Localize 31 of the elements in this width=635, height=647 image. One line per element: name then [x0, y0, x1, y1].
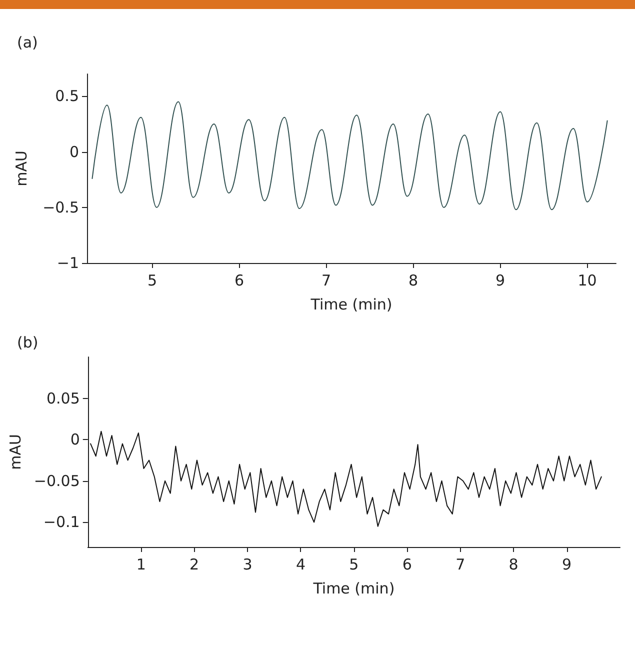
y-axis-title: mAU — [12, 150, 30, 186]
y-tick-label: −1 — [56, 254, 79, 272]
y-tick-label: 0 — [69, 142, 79, 161]
x-tick-label: 10 — [578, 272, 597, 290]
chart-title: (b) — [17, 334, 38, 352]
x-tick-label: 3 — [242, 556, 252, 574]
line-series — [92, 101, 608, 210]
x-tick-label: 4 — [296, 556, 306, 574]
y-tick-label: 0.05 — [46, 389, 80, 408]
y-axis-title: mAU — [6, 434, 24, 470]
x-tick-label: 9 — [496, 272, 506, 290]
x-tick-label: 2 — [190, 556, 200, 574]
x-tick-label: 8 — [408, 272, 418, 290]
chart-title: (a) — [17, 34, 38, 52]
x-tick-label: 5 — [349, 556, 359, 574]
y-tick-label: 0 — [70, 430, 80, 449]
x-tick-label: 6 — [402, 556, 412, 574]
x-tick-label: 5 — [147, 272, 158, 290]
x-tick-label: 9 — [562, 556, 572, 574]
y-tick-label: 0.5 — [55, 87, 79, 106]
y-tick-label: −0.1 — [43, 513, 80, 532]
y-tick-label: −0.5 — [42, 198, 79, 216]
x-tick-label: 6 — [234, 272, 244, 290]
x-tick-label: 8 — [508, 556, 518, 574]
x-tick-label: 7 — [321, 272, 332, 290]
y-tick-label: −0.05 — [34, 472, 80, 490]
x-axis-title: Time (min) — [310, 296, 392, 314]
x-tick-label: 7 — [456, 556, 466, 574]
x-tick-label: 1 — [136, 556, 146, 574]
x-axis-title: Time (min) — [312, 580, 395, 598]
line-series — [90, 430, 602, 527]
